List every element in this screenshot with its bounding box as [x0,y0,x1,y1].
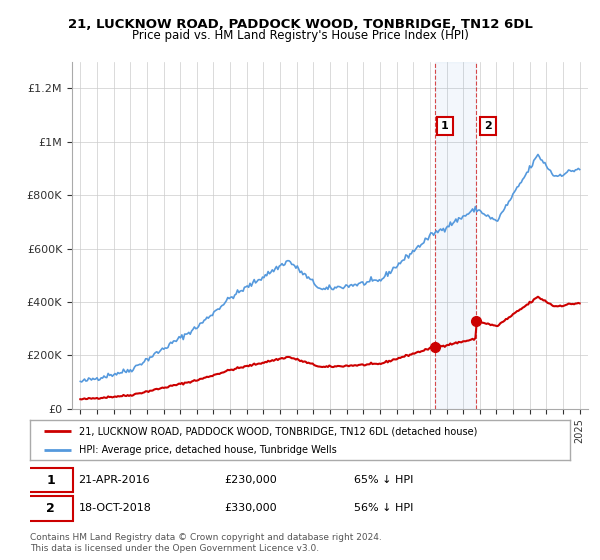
Text: Contains HM Land Registry data © Crown copyright and database right 2024.
This d: Contains HM Land Registry data © Crown c… [30,533,382,553]
Text: 21-APR-2016: 21-APR-2016 [79,475,150,485]
Bar [435,62,476,409]
Text: HPI: Average price, detached house, Tunbridge Wells: HPI: Average price, detached house, Tunb… [79,445,337,455]
FancyBboxPatch shape [28,496,73,521]
Text: 2: 2 [484,121,492,130]
Text: 21, LUCKNOW ROAD, PADDOCK WOOD, TONBRIDGE, TN12 6DL (detached house): 21, LUCKNOW ROAD, PADDOCK WOOD, TONBRIDG… [79,426,477,436]
FancyBboxPatch shape [28,468,73,492]
Text: Price paid vs. HM Land Registry's House Price Index (HPI): Price paid vs. HM Land Registry's House … [131,29,469,42]
Text: 18-OCT-2018: 18-OCT-2018 [79,503,151,514]
Text: 56% ↓ HPI: 56% ↓ HPI [354,503,413,514]
Text: 1: 1 [441,121,449,130]
Text: 2: 2 [46,502,55,515]
Text: 65% ↓ HPI: 65% ↓ HPI [354,475,413,485]
Text: 1: 1 [46,474,55,487]
Text: 21, LUCKNOW ROAD, PADDOCK WOOD, TONBRIDGE, TN12 6DL: 21, LUCKNOW ROAD, PADDOCK WOOD, TONBRIDG… [68,18,532,31]
Text: £330,000: £330,000 [224,503,277,514]
Text: £230,000: £230,000 [224,475,277,485]
